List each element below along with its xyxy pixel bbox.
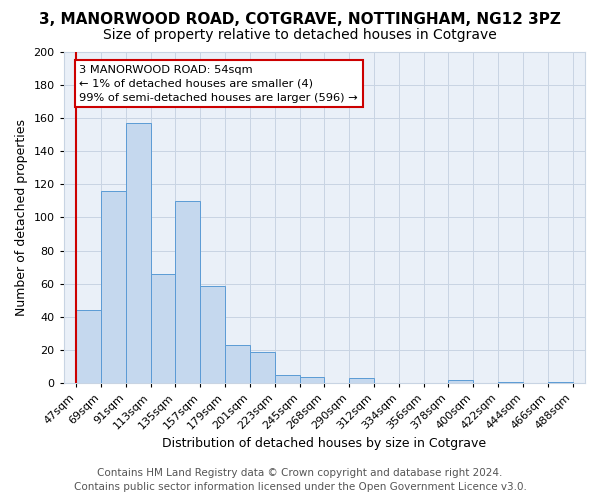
Bar [250,352,275,384]
Bar [101,191,126,384]
Bar [126,123,151,384]
Bar [151,274,175,384]
Bar [225,346,250,384]
Text: 3 MANORWOOD ROAD: 54sqm
← 1% of detached houses are smaller (4)
99% of semi-deta: 3 MANORWOOD ROAD: 54sqm ← 1% of detached… [79,65,358,103]
X-axis label: Distribution of detached houses by size in Cotgrave: Distribution of detached houses by size … [162,437,487,450]
Bar [175,201,200,384]
Bar [200,286,225,384]
Text: 3, MANORWOOD ROAD, COTGRAVE, NOTTINGHAM, NG12 3PZ: 3, MANORWOOD ROAD, COTGRAVE, NOTTINGHAM,… [39,12,561,28]
Bar [275,375,299,384]
Bar [349,378,374,384]
Bar [76,310,101,384]
Text: Contains HM Land Registry data © Crown copyright and database right 2024.
Contai: Contains HM Land Registry data © Crown c… [74,468,526,492]
Text: Size of property relative to detached houses in Cotgrave: Size of property relative to detached ho… [103,28,497,42]
Bar [498,382,523,384]
Bar [448,380,473,384]
Bar [299,377,325,384]
Y-axis label: Number of detached properties: Number of detached properties [15,119,28,316]
Bar [548,382,572,384]
